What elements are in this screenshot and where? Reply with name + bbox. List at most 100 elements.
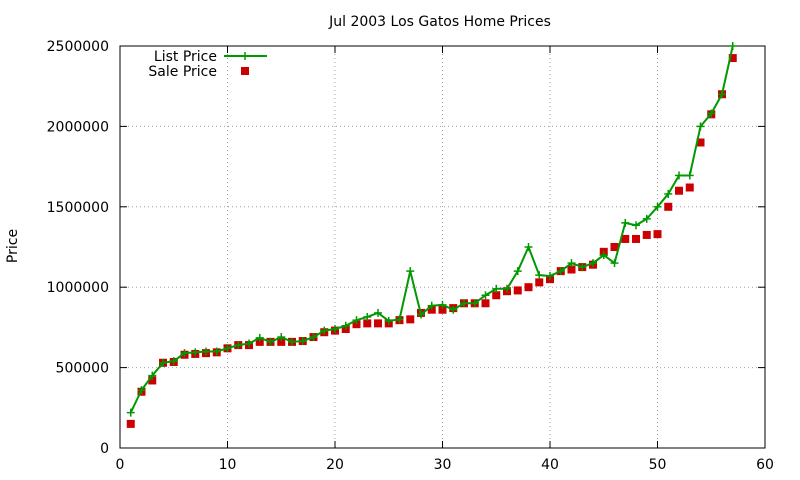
- list-price-point: [707, 109, 716, 118]
- list-price-point: [298, 337, 307, 346]
- y-tick-label: 2000000: [47, 119, 109, 135]
- sale-price-point: [126, 419, 135, 428]
- x-tick-label: 40: [541, 457, 559, 473]
- y-tick-labels: 0 500000 1000000 1500000 2000000 2500000: [47, 39, 109, 457]
- list-price-point: [610, 259, 619, 268]
- list-price-point: [728, 42, 737, 50]
- sale-price-point: [567, 265, 576, 274]
- list-price-point: [481, 291, 490, 300]
- sale-price-point: [255, 337, 264, 346]
- sale-price-point: [438, 305, 447, 314]
- list-price-point: [642, 214, 651, 223]
- list-price-point: [277, 333, 286, 342]
- sale-price-point: [481, 299, 490, 308]
- list-price-point: [427, 301, 436, 310]
- y-tick-label: 1000000: [47, 280, 109, 296]
- list-price-point: [363, 312, 372, 321]
- y-tick-label: 2500000: [47, 39, 109, 55]
- sale-price-point: [632, 234, 640, 243]
- list-price-point: [126, 408, 135, 417]
- list-price-point: [718, 90, 726, 99]
- list-price-point: [223, 344, 232, 353]
- list-price-point: [288, 337, 296, 346]
- list-price-point: [675, 171, 683, 180]
- list-price-point: [191, 348, 200, 357]
- sale-price-series: [126, 54, 737, 428]
- list-price-point: [664, 189, 673, 198]
- list-price-point: [696, 122, 705, 131]
- grid-lines: [120, 46, 765, 448]
- list-price-point: [460, 299, 468, 308]
- list-price-point: [395, 315, 404, 324]
- y-axis-label: Price: [5, 229, 21, 263]
- list-price-series: [126, 42, 737, 417]
- list-price-point: [159, 358, 167, 367]
- list-price-point: [202, 347, 210, 356]
- sale-price-point: [524, 283, 533, 292]
- sale-price-point: [653, 230, 662, 239]
- list-price-point: [352, 316, 361, 325]
- list-price-point: [503, 284, 511, 293]
- list-price-point: [320, 326, 329, 335]
- list-price-point: [567, 259, 576, 268]
- list-price-point: [234, 341, 243, 350]
- sale-price-point: [374, 319, 382, 328]
- sale-price-point: [535, 278, 544, 287]
- list-price-point: [255, 333, 264, 342]
- list-price-point: [438, 300, 447, 309]
- sale-price-point: [277, 337, 286, 346]
- sale-price-point: [685, 183, 694, 192]
- plot-frame: [119, 45, 766, 449]
- list-price-point: [621, 218, 630, 227]
- legend-plus-marker: [241, 52, 249, 60]
- x-tick-label: 0: [116, 457, 125, 473]
- list-price-point: [266, 337, 275, 346]
- x-tick-label: 60: [756, 457, 774, 473]
- legend-label: List Price: [154, 49, 217, 65]
- series-layer: [126, 42, 737, 428]
- list-price-point: [384, 316, 393, 325]
- x-tick-label: 30: [434, 457, 452, 473]
- list-price-point: [632, 221, 640, 230]
- x-tick-label: 10: [219, 457, 237, 473]
- sale-price-point: [406, 315, 415, 324]
- sale-price-point: [492, 291, 501, 300]
- list-price-point: [449, 305, 458, 314]
- list-price-point: [148, 371, 157, 380]
- sale-price-point: [642, 230, 651, 239]
- list-price-point: [524, 243, 533, 251]
- y-tick-label: 0: [100, 441, 109, 457]
- y-tick-label: 1500000: [47, 200, 109, 216]
- sale-price-point: [352, 320, 361, 329]
- list-price-point: [513, 267, 522, 276]
- sale-price-point: [363, 319, 372, 328]
- list-price-point: [137, 386, 146, 395]
- legend-square-swatch: [241, 67, 249, 75]
- sale-price-point: [148, 376, 157, 385]
- chart-title: Jul 2003 Los Gatos Home Prices: [328, 14, 551, 30]
- list-price-point: [599, 251, 608, 260]
- list-price-point: [546, 271, 554, 280]
- list-price-point: [245, 339, 253, 348]
- sale-price-point: [513, 286, 522, 295]
- list-price-point: [556, 267, 565, 276]
- list-price-point: [374, 308, 382, 317]
- list-price-line: [129, 45, 734, 414]
- list-price-point: [492, 284, 501, 293]
- list-price-point: [685, 171, 694, 180]
- list-price-point: [470, 299, 479, 308]
- list-price-point: [406, 267, 415, 276]
- list-price-point: [331, 325, 339, 334]
- list-price-point: [341, 321, 350, 330]
- list-price-point: [169, 357, 178, 366]
- list-price-point: [589, 259, 597, 268]
- x-tick-label: 20: [326, 457, 344, 473]
- sale-price-point: [728, 54, 737, 63]
- sale-price-point: [675, 186, 683, 195]
- sale-price-point: [610, 243, 619, 251]
- sale-price-point: [696, 138, 705, 147]
- list-price-point: [180, 349, 189, 358]
- x-tick-labels: 0 10 20 30 40 50 60: [116, 457, 774, 473]
